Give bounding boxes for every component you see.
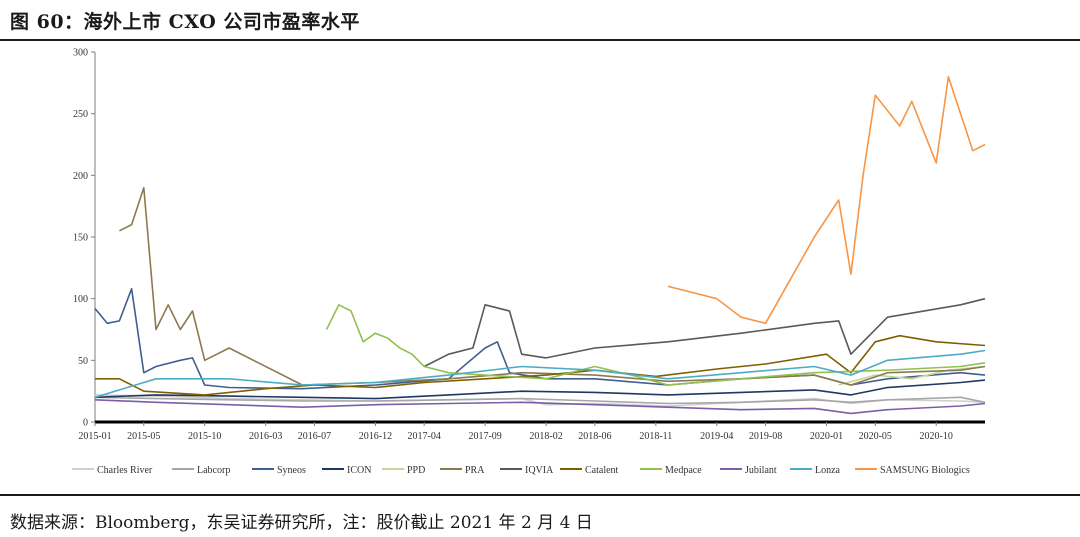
y-tick-label: 300 [73,48,88,59]
legend-label: Syneos [277,465,306,476]
series-layer [94,75,986,415]
legend-label: Medpace [665,465,702,476]
x-tick-label: 2015-05 [127,431,160,442]
x-tick-label: 2020-05 [859,431,892,442]
x-tick-label: 2017-09 [468,431,501,442]
x-tick-label: 2018-02 [529,431,562,442]
series-line-catalent [95,334,986,396]
series-line-iqvia [423,297,986,368]
axes-layer: 0 50 100 150 200 250 300 2015-01 2015-05 2015-10 2… [73,48,985,442]
y-tick-label: 100 [73,294,88,305]
x-tick-label: 2016-03 [249,431,282,442]
series-line-medpace [325,303,986,386]
x-tick-label: 2020-01 [810,431,843,442]
y-tick-label: 200 [73,171,88,182]
x-tick-label: 2018-06 [578,431,611,442]
x-tick-label: 2020-10 [920,431,953,442]
legend-label: Catalent [585,465,619,476]
y-tick-label: 0 [83,418,88,429]
pe-ratio-chart: 0 50 100 150 200 250 300 2015-01 2015-05 2015-10 2… [72,48,986,476]
legend-label: PRA [465,465,485,476]
bottom-rule [0,494,1080,496]
series-line-icon [94,379,986,400]
legend-label: ICON [347,465,371,476]
legend-label: PPD [407,465,425,476]
series-line-pra [119,186,986,386]
x-tick-label: 2015-01 [78,431,111,442]
y-tick-label: 150 [73,233,88,244]
legend-label: Lonza [815,465,841,476]
legend-label: Charles River [97,465,153,476]
y-tick-label: 50 [78,356,88,367]
series-line-jubilant [94,399,986,415]
x-tick-label: 2015-10 [188,431,221,442]
legend-label: Labcorp [197,465,230,476]
legend: Charles River Labcorp Syneos ICON PPD PRA IQVI… [72,465,970,476]
y-tick-label: 250 [73,109,88,120]
x-tick-label: 2019-08 [749,431,782,442]
series-line-labcorp [94,396,986,405]
figure-title: 图 60：海外上市 CXO 公司市盈率水平 [10,11,360,33]
series-line-samsung-biologics [667,75,986,325]
legend-label: SAMSUNG Biologics [880,465,970,476]
legend-label: IQVIA [525,465,554,476]
source-note: 数据来源：Bloomberg，东吴证券研究所，注：股价截止 2021 年 2 月… [10,513,593,533]
x-tick-label: 2019-04 [700,431,733,442]
series-line-ppd [838,365,986,386]
x-tick-label: 2016-12 [359,431,392,442]
series-line-lonza [94,349,986,399]
legend-label: Jubilant [745,465,777,476]
x-tick-label: 2017-04 [408,431,441,442]
x-tick-label: 2018-11 [639,431,672,442]
top-rule [0,39,1080,41]
x-tick-label: 2016-07 [298,431,331,442]
